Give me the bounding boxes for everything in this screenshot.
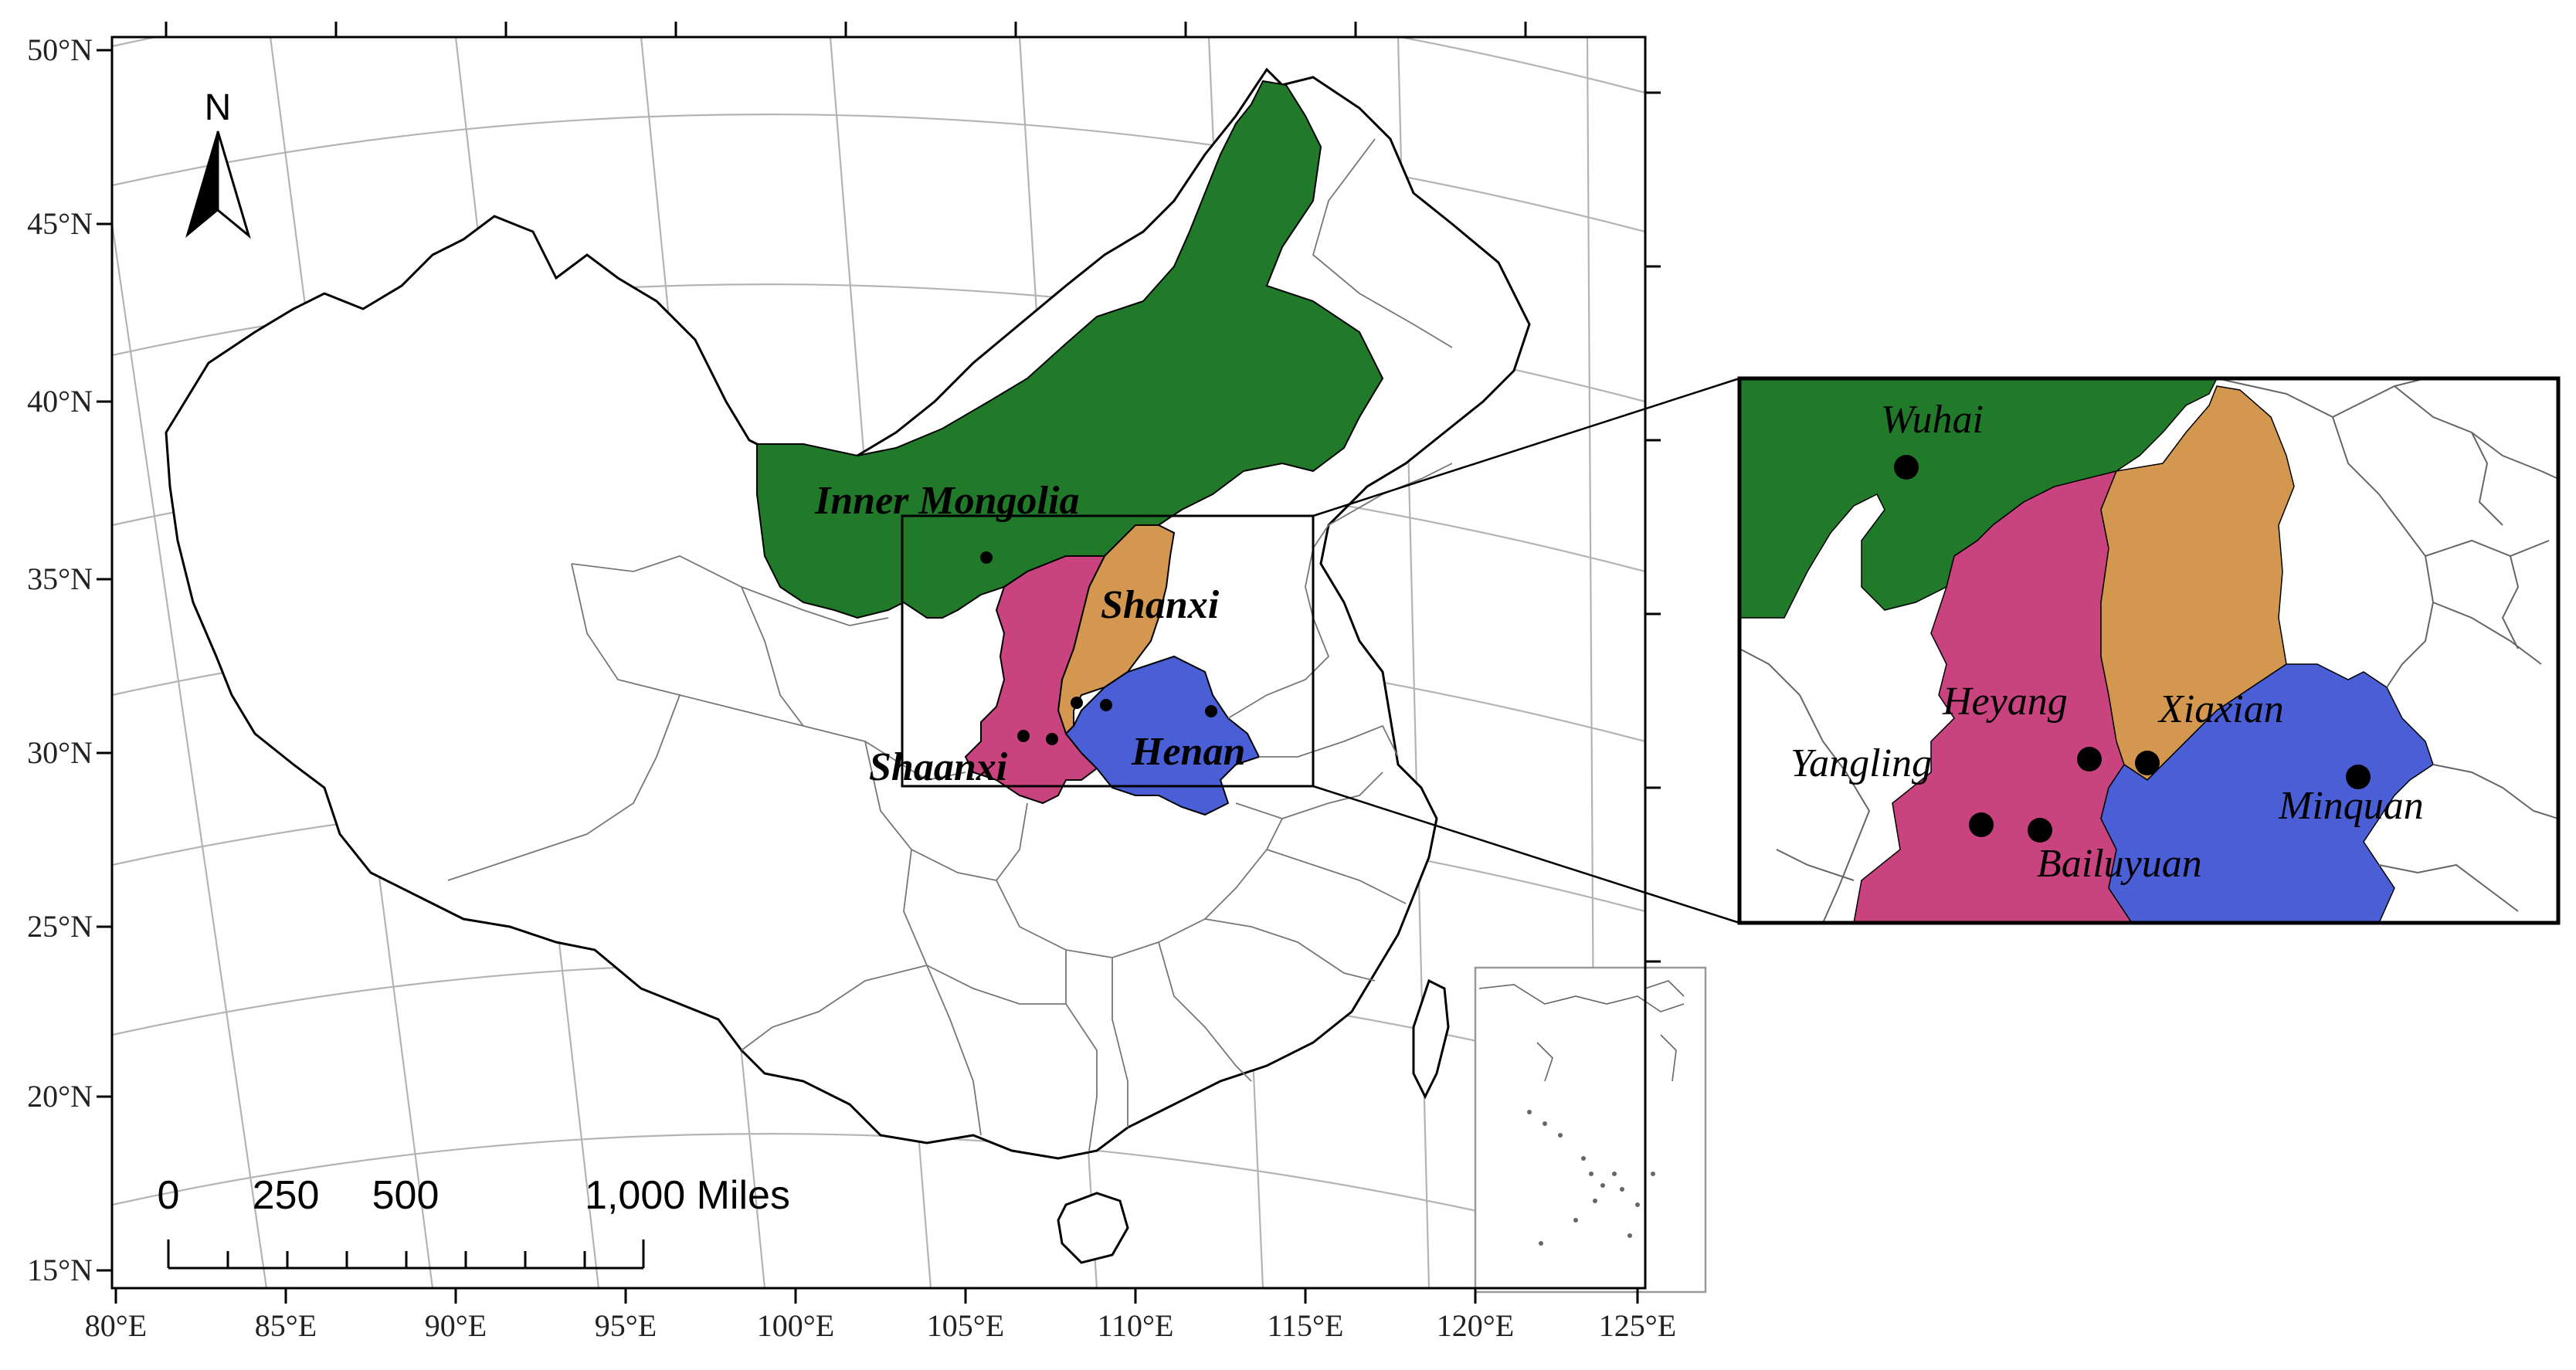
north-label: N (205, 87, 232, 128)
inset-site-bailuyuan (2028, 818, 2052, 843)
lat-label: 15°N (27, 1253, 93, 1287)
label-shaanxi: Shaanxi (869, 745, 1008, 789)
inset-henan (2100, 663, 2434, 923)
north-arrow-icon (185, 131, 251, 239)
inset-site-xiaxian (2135, 751, 2160, 775)
lat-label: 40°N (27, 384, 93, 419)
province-boundaries (447, 138, 1453, 1151)
lon-label: 95°E (595, 1308, 657, 1343)
lat-label: 35°N (27, 561, 93, 596)
inset-site-yangling (1969, 812, 1994, 837)
study-area-box (901, 514, 1315, 788)
inset-site-minquan (2346, 765, 2371, 789)
lon-label: 125°E (1599, 1308, 1676, 1343)
label-yangling: Yangling (1790, 741, 1932, 785)
scale-bar: 0 250 500 1,000 Miles (158, 1173, 790, 1270)
china-map (165, 67, 1531, 1264)
label-wuhai: Wuhai (1881, 398, 1984, 442)
inset-boundaries (1739, 378, 2558, 923)
label-heyang: Heyang (1942, 680, 2068, 724)
lat-label: 25°N (27, 909, 93, 944)
lon-label: 90°E (425, 1308, 487, 1343)
main-map: Inner Mongolia Shanxi Shaanxi Henan (27, 22, 1707, 1343)
province-shaanxi (964, 555, 1106, 805)
lat-label: 45°N (27, 206, 93, 241)
label-shanxi: Shanxi (1101, 583, 1220, 627)
label-bailuyuan: Bailuyuan (2037, 842, 2202, 886)
scale-label-500: 500 (372, 1173, 440, 1218)
frame-ticks (97, 22, 1661, 1304)
lat-label: 50°N (27, 32, 93, 67)
label-minquan: Minquan (2278, 784, 2424, 828)
inset-sites (1894, 455, 2371, 843)
site-dot-xiaxian (1100, 699, 1112, 711)
zoom-inset: Wuhai Heyang Xiaxian Yangling Minquan Ba… (1737, 376, 2561, 925)
longitude-labels: 80°E 85°E 90°E 95°E 100°E 105°E 110°E 11… (85, 1308, 1676, 1343)
site-dot-yangling (1017, 730, 1030, 742)
lon-label: 120°E (1437, 1308, 1514, 1343)
zoom-connector-lines (1312, 377, 1740, 924)
lon-label: 105°E (927, 1308, 1004, 1343)
lon-label: 80°E (85, 1308, 147, 1343)
site-dot-minquan (1205, 705, 1217, 717)
scale-label-0: 0 (158, 1173, 180, 1218)
hainan-island (1057, 1192, 1129, 1264)
north-arrow: N (185, 87, 251, 239)
main-map-frame (110, 36, 1647, 1290)
province-henan (1064, 655, 1261, 816)
label-henan: Henan (1131, 730, 1245, 774)
site-dot-bailuyuan (1046, 733, 1058, 745)
scale-label-1000: 1,000 Miles (585, 1173, 790, 1218)
scale-bar-line (167, 1239, 645, 1270)
south-china-sea-inset (1474, 966, 1707, 1294)
site-dot-heyang (1071, 697, 1083, 709)
main-map-sites (980, 551, 1217, 745)
lon-label: 115°E (1268, 1308, 1344, 1343)
lon-label: 100°E (757, 1308, 834, 1343)
province-inner-mongolia (756, 80, 1384, 619)
latitude-labels: 50°N 45°N 40°N 35°N 30°N 25°N 20°N 15°N (27, 32, 93, 1287)
lat-label: 20°N (27, 1079, 93, 1114)
inset-site-wuhai (1894, 455, 1919, 480)
lon-label: 85°E (255, 1308, 317, 1343)
lat-label: 30°N (27, 735, 93, 770)
lon-label: 110°E (1098, 1308, 1174, 1343)
zoom-inset-frame (1737, 376, 2561, 925)
label-xiaxian: Xiaxian (2157, 687, 2284, 731)
scale-label-250: 250 (253, 1173, 320, 1218)
inset-site-heyang (2077, 747, 2102, 771)
site-dot-wuhai (980, 551, 993, 564)
taiwan-island (1412, 978, 1450, 1100)
